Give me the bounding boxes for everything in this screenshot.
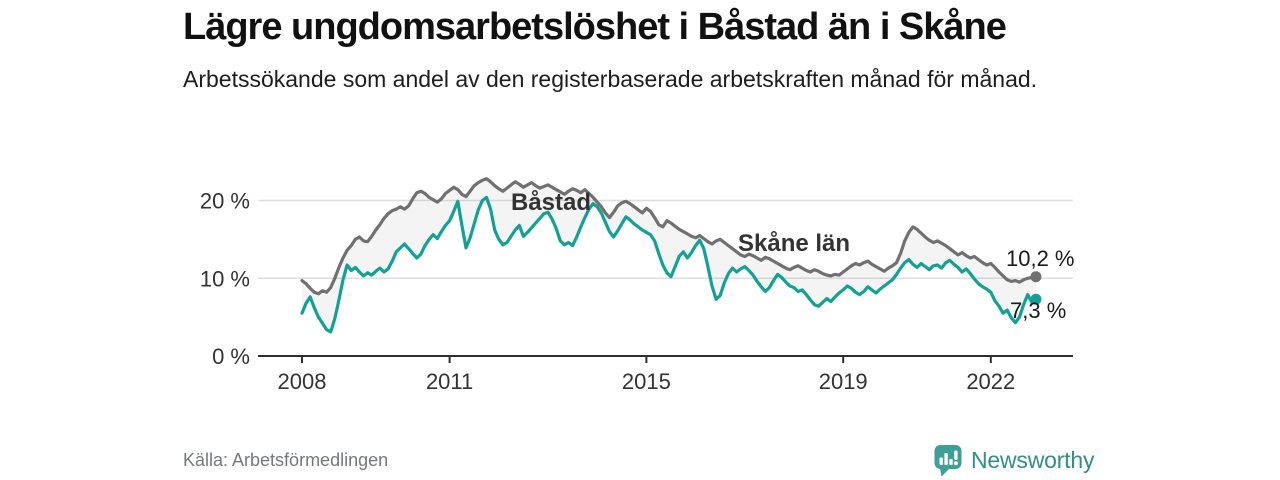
- newsworthy-wordmark: Newsworthy: [971, 447, 1095, 473]
- chart-subtitle: Arbetssökande som andel av den registerb…: [183, 66, 1038, 92]
- x-axis-tick-label: 2011: [426, 369, 473, 394]
- series-line-bastad: [300, 195, 1038, 334]
- page-title: Lägre ungdomsarbetslöshet i Båstad än i …: [183, 6, 1007, 48]
- y-axis-tick-label: 10 %: [200, 266, 250, 291]
- x-axis-tick-label: 2019: [819, 369, 868, 394]
- x-axis-tick-label: 2022: [966, 369, 1015, 394]
- chart-plot-area: 0 % 10 % 20 % 2008 2011 2015 2019 2022: [200, 177, 1073, 394]
- area-between-series: [302, 178, 1036, 332]
- end-value-label-bastad: 7,3 %: [1010, 298, 1066, 323]
- end-dot-bastad: [1030, 293, 1042, 305]
- series-line-skane: [300, 177, 1038, 296]
- y-axis-tick-label: 0 %: [212, 344, 250, 369]
- end-dot-skane: [1030, 271, 1042, 283]
- series-label-skane: Skåne län: [738, 230, 850, 257]
- newsworthy-brand: Newsworthy: [934, 444, 1094, 477]
- series-label-bastad: Båstad: [511, 189, 591, 216]
- x-axis-tick-label: 2015: [622, 369, 671, 394]
- y-axis-tick-label: 20 %: [200, 189, 250, 214]
- newsworthy-logo-icon: [934, 445, 962, 477]
- end-value-label-skane: 10,2 %: [1006, 246, 1075, 271]
- x-axis-tick-label: 2008: [278, 369, 327, 394]
- source-note: Källa: Arbetsförmedlingen: [183, 450, 389, 470]
